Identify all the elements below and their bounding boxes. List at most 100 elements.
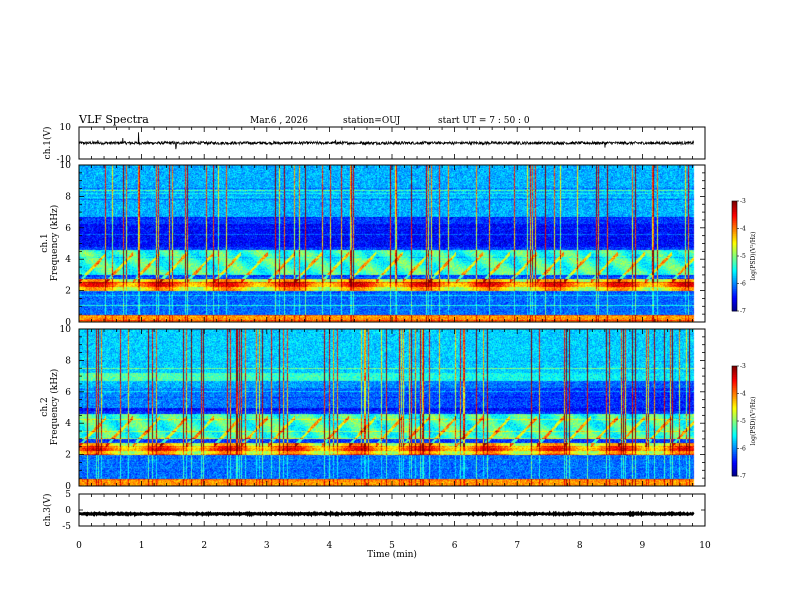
colorbar-swatch bbox=[732, 219, 737, 222]
colorbar-swatch bbox=[732, 446, 737, 449]
colorbar-tick-label: -3 bbox=[740, 198, 746, 205]
time-tick-label: 2 bbox=[201, 541, 207, 551]
freq-tick-label: 2 bbox=[65, 451, 71, 461]
colorbar-label: log(PSD)(V²/Hz) bbox=[750, 232, 757, 281]
colorbar-swatch bbox=[732, 375, 737, 378]
colorbar-swatch bbox=[732, 281, 737, 284]
colorbar-swatch bbox=[732, 202, 737, 206]
colorbar-swatch bbox=[732, 472, 737, 475]
colorbar-swatch bbox=[732, 250, 737, 253]
colorbar-swatch bbox=[732, 267, 737, 270]
ch1-waveform-trace bbox=[78, 132, 695, 150]
colorbar-swatch bbox=[732, 373, 737, 376]
colorbar-swatch bbox=[732, 399, 737, 402]
colorbar-swatch bbox=[732, 465, 737, 468]
time-tick-label: 8 bbox=[577, 541, 583, 551]
ch2-spectrogram-panel: 0 2 4 6 8 10 ch.2 Frequency (kHz) -3 -4 -5 -6 -7 l… bbox=[40, 325, 757, 492]
colorbar-swatch bbox=[732, 300, 737, 303]
colorbar-swatch bbox=[732, 437, 737, 440]
time-axis-labels: 0 1 2 3 4 5 6 7 8 9 10 bbox=[76, 541, 711, 551]
colorbar-swatch bbox=[732, 388, 737, 391]
colorbar-swatch bbox=[732, 430, 737, 433]
colorbar-swatch bbox=[732, 290, 737, 294]
colorbar-swatch bbox=[732, 208, 737, 211]
colorbar-swatch bbox=[732, 246, 737, 250]
colorbar-swatch bbox=[732, 400, 737, 404]
colorbar-swatch bbox=[732, 413, 737, 416]
ch1-spectrogram-ylabel-line1: ch.1 bbox=[40, 233, 50, 252]
colorbar-swatch bbox=[732, 234, 737, 237]
ch2-spectrogram-ylabel-line1: ch.2 bbox=[40, 397, 50, 416]
colorbar-swatch bbox=[732, 444, 737, 448]
colorbar-swatch bbox=[732, 261, 737, 264]
colorbar-swatch bbox=[732, 289, 737, 292]
colorbar-swatch bbox=[732, 301, 737, 305]
colorbar-swatch bbox=[732, 378, 737, 382]
header-start-time: start UT = 7 : 50 : 0 bbox=[438, 116, 530, 126]
colorbar-swatch bbox=[732, 298, 737, 301]
colorbar-swatch bbox=[732, 426, 737, 429]
ch1-waveform-ylabel: ch.1(V) bbox=[42, 127, 53, 160]
colorbar-swatch bbox=[732, 380, 737, 383]
colorbar-swatch bbox=[732, 274, 737, 277]
ch3-ytick-top: 5 bbox=[65, 490, 71, 500]
colorbar-swatch bbox=[732, 397, 737, 400]
colorbar-swatch bbox=[732, 257, 737, 261]
colorbar-swatch bbox=[732, 223, 737, 226]
colorbar-swatch bbox=[732, 432, 737, 435]
colorbar-swatch bbox=[732, 237, 737, 240]
time-tick-label: 7 bbox=[514, 541, 520, 551]
colorbar-swatch bbox=[732, 263, 737, 266]
colorbar-swatch bbox=[732, 384, 737, 387]
colorbar-swatch bbox=[732, 307, 737, 310]
colorbar-swatch bbox=[732, 254, 737, 257]
colorbar-swatch bbox=[732, 422, 737, 426]
colorbar-swatch bbox=[732, 395, 737, 398]
colorbar-swatch bbox=[732, 230, 737, 233]
ch3-waveform-ylabel: ch.3(V) bbox=[42, 494, 53, 527]
colorbar-swatch bbox=[732, 305, 737, 308]
colorbar-swatch bbox=[732, 228, 737, 231]
colorbar-swatch bbox=[732, 474, 737, 477]
colorbar-swatch bbox=[732, 285, 737, 288]
header-station: station=OUJ bbox=[343, 116, 401, 126]
time-tick-label: 3 bbox=[264, 541, 270, 551]
colorbar-tick-label: -4 bbox=[740, 226, 746, 233]
colorbar-swatch bbox=[732, 287, 737, 290]
freq-tick-label: 6 bbox=[65, 388, 71, 398]
colorbar-swatch bbox=[732, 201, 737, 204]
colorbar-swatch bbox=[732, 283, 737, 286]
colorbar-tick-label: -5 bbox=[740, 253, 746, 260]
colorbar-swatch bbox=[732, 441, 737, 444]
colorbar-swatch bbox=[732, 213, 737, 217]
colorbar-swatch bbox=[732, 404, 737, 407]
colorbar-swatch bbox=[732, 371, 737, 374]
colorbar-swatch bbox=[732, 459, 737, 462]
colorbar-swatch bbox=[732, 428, 737, 431]
header-date: Mar.6 , 2026 bbox=[250, 116, 308, 126]
colorbar-swatch bbox=[732, 450, 737, 453]
ch2-spectrogram-image bbox=[79, 329, 705, 486]
colorbar-tick-label: -6 bbox=[740, 281, 746, 288]
colorbar-swatch bbox=[732, 232, 737, 235]
colorbar-swatch bbox=[732, 239, 737, 242]
colorbar-swatch bbox=[732, 433, 737, 437]
time-axis-label: Time (min) bbox=[367, 549, 417, 560]
freq-tick-label: 4 bbox=[65, 419, 71, 429]
time-ticks bbox=[78, 127, 706, 526]
colorbar-swatch bbox=[732, 389, 737, 393]
colorbar-swatch bbox=[732, 452, 737, 455]
colorbar-swatch bbox=[732, 455, 737, 459]
time-tick-label: 9 bbox=[640, 541, 646, 551]
ch1-spectrogram-image bbox=[79, 165, 705, 322]
colorbar-swatch bbox=[732, 212, 737, 215]
colorbar-swatch bbox=[732, 402, 737, 405]
colorbar-swatch bbox=[732, 382, 737, 385]
time-tick-label: 5 bbox=[389, 541, 395, 551]
ch1-ytick-bottom: -10 bbox=[57, 155, 72, 165]
colorbar-swatch bbox=[732, 206, 737, 209]
colorbar-swatch bbox=[732, 443, 737, 446]
freq-tick-label: 0 bbox=[65, 318, 71, 328]
ch3-ytick-mid: 0 bbox=[65, 506, 71, 516]
